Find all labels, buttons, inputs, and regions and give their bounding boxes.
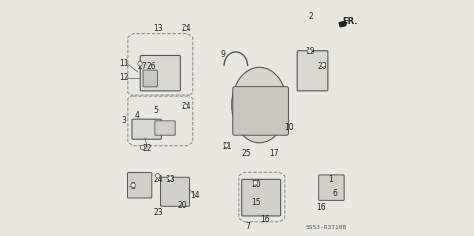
Text: 5S53-R3T108: 5S53-R3T108: [306, 225, 347, 230]
Text: FR.: FR.: [342, 17, 357, 26]
FancyBboxPatch shape: [128, 173, 152, 198]
Text: 19: 19: [305, 47, 315, 56]
Circle shape: [254, 181, 257, 185]
Circle shape: [308, 49, 311, 53]
Circle shape: [225, 144, 228, 146]
Text: 12: 12: [119, 73, 128, 82]
Text: 22: 22: [143, 144, 152, 153]
Circle shape: [131, 183, 135, 187]
Circle shape: [184, 27, 187, 30]
Circle shape: [309, 50, 311, 52]
Circle shape: [132, 184, 134, 186]
Circle shape: [183, 26, 187, 30]
FancyBboxPatch shape: [319, 175, 344, 200]
Circle shape: [156, 175, 159, 177]
Text: 20: 20: [317, 62, 327, 71]
FancyBboxPatch shape: [132, 119, 162, 139]
Text: 15: 15: [251, 198, 261, 207]
Text: 2: 2: [309, 12, 314, 21]
Circle shape: [141, 146, 144, 149]
FancyBboxPatch shape: [161, 177, 190, 206]
Text: 24: 24: [182, 24, 191, 33]
Text: 1: 1: [328, 175, 333, 184]
FancyBboxPatch shape: [233, 87, 289, 135]
Text: 27: 27: [138, 62, 147, 71]
Text: 20: 20: [178, 201, 188, 210]
Circle shape: [322, 64, 325, 66]
Text: 24: 24: [153, 175, 163, 184]
Circle shape: [138, 62, 142, 66]
Text: 16: 16: [261, 215, 270, 224]
Text: 4: 4: [134, 111, 139, 120]
Circle shape: [168, 176, 172, 180]
Text: 24: 24: [182, 102, 191, 111]
Text: 10: 10: [284, 123, 294, 132]
Circle shape: [156, 174, 160, 178]
FancyArrow shape: [339, 21, 346, 27]
Text: 16: 16: [316, 203, 326, 212]
Text: 5: 5: [153, 106, 158, 115]
Text: 13: 13: [153, 24, 163, 33]
Circle shape: [139, 63, 141, 65]
FancyBboxPatch shape: [297, 51, 328, 91]
Circle shape: [141, 146, 145, 149]
Circle shape: [169, 177, 172, 179]
Text: 14: 14: [190, 191, 200, 200]
Circle shape: [254, 182, 256, 184]
Text: 11: 11: [119, 59, 128, 68]
Circle shape: [184, 105, 187, 107]
Text: 17: 17: [269, 149, 278, 158]
Text: 26: 26: [146, 62, 155, 71]
Text: 21: 21: [223, 142, 232, 151]
Text: 6: 6: [332, 189, 337, 198]
Text: 18: 18: [165, 175, 174, 184]
Circle shape: [183, 104, 187, 108]
Text: 7: 7: [245, 222, 250, 231]
Text: 25: 25: [242, 149, 251, 158]
Text: 20: 20: [251, 180, 261, 189]
Circle shape: [321, 63, 325, 67]
Circle shape: [225, 143, 228, 147]
FancyBboxPatch shape: [242, 179, 281, 216]
Text: 8: 8: [131, 182, 136, 191]
Text: 23: 23: [153, 208, 163, 217]
FancyBboxPatch shape: [155, 121, 175, 135]
Text: 9: 9: [220, 50, 225, 59]
Text: 3: 3: [121, 116, 126, 125]
FancyBboxPatch shape: [143, 70, 157, 87]
Ellipse shape: [232, 67, 287, 143]
FancyBboxPatch shape: [140, 55, 181, 91]
